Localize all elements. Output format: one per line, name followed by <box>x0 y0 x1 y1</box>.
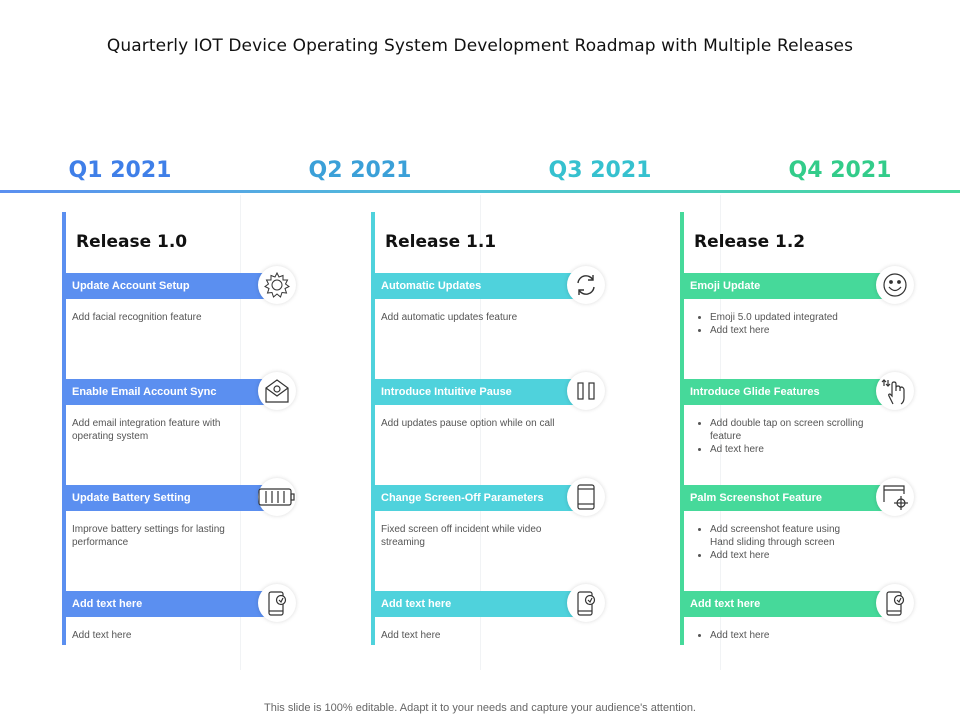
quarter-label-q1: Q1 2021 <box>68 158 172 183</box>
feature-title: Add text here <box>690 598 761 610</box>
feature-description: Fixed screen off incident while video st… <box>381 523 556 549</box>
feature-title: Update Account Setup <box>72 280 190 292</box>
quarter-label-q3: Q3 2021 <box>548 158 652 183</box>
description-bullet: Add screenshot feature using Hand slidin… <box>710 523 865 549</box>
description-bullet: Add double tap on screen scrolling featu… <box>710 417 865 443</box>
description-text: Add updates pause option while on call <box>381 418 555 429</box>
release-title: Release 1.1 <box>385 232 497 252</box>
page-title: Quarterly IOT Device Operating System De… <box>106 36 854 56</box>
quarter-label-q2: Q2 2021 <box>308 158 412 183</box>
feature-title: Add text here <box>381 598 452 610</box>
feature-header-bar: Change Screen-Off Parameters <box>375 485 590 511</box>
description-text: Add email integration feature with opera… <box>72 418 221 442</box>
release-accent-bar <box>371 212 375 645</box>
description-bullet: Add text here <box>710 549 865 562</box>
quarter-label-q4: Q4 2021 <box>788 158 892 183</box>
feature-description: Add email integration feature with opera… <box>72 417 247 443</box>
description-bullet: Add text here <box>710 324 865 337</box>
feature-description: Improve battery settings for lasting per… <box>72 523 247 549</box>
release-accent-bar <box>680 212 684 645</box>
feature-description: Add facial recognition feature <box>72 311 247 324</box>
release-column-3: Release 1.2 Emoji Update Emoji 5.0 update… <box>680 212 930 645</box>
feature-description: Add updates pause option while on call <box>381 417 556 430</box>
feature-header-bar: Add text here <box>684 591 899 617</box>
pause-icon <box>567 372 605 410</box>
feature-title: Emoji Update <box>690 280 761 292</box>
release-column-1: Release 1.0 Update Account Setup Add faci… <box>62 212 312 645</box>
feature-header-bar: Update Account Setup <box>66 273 281 299</box>
feature-description: Add double tap on screen scrolling featu… <box>690 417 865 456</box>
feature-header-bar: Update Battery Setting <box>66 485 281 511</box>
quarter-divider <box>720 195 721 670</box>
description-text: Add text here <box>381 630 441 641</box>
description-bullet: Emoji 5.0 updated integrated <box>710 311 865 324</box>
description-text: Improve battery settings for lasting per… <box>72 524 225 548</box>
release-title: Release 1.0 <box>76 232 188 252</box>
hand-gesture-icon <box>876 372 914 410</box>
footer-note: This slide is 100% editable. Adapt it to… <box>264 702 696 714</box>
feature-description: Add text here <box>381 629 556 642</box>
screenshot-icon <box>876 478 914 516</box>
smiley-icon <box>876 266 914 304</box>
description-bullet: Add text here <box>710 629 865 642</box>
feature-header-bar: Add text here <box>66 591 281 617</box>
phone-icon <box>876 584 914 622</box>
feature-header-bar: Palm Screenshot Feature <box>684 485 899 511</box>
feature-title: Enable Email Account Sync <box>72 386 217 398</box>
feature-description: Add screenshot feature using Hand slidin… <box>690 523 865 562</box>
description-text: Add automatic updates feature <box>381 312 518 323</box>
release-title: Release 1.2 <box>694 232 806 252</box>
description-bullet: Ad text here <box>710 443 865 456</box>
release-accent-bar <box>62 212 66 645</box>
quarter-divider <box>240 195 241 670</box>
feature-header-bar: Introduce Glide Features <box>684 379 899 405</box>
description-text: Fixed screen off incident while video st… <box>381 524 542 548</box>
phone-icon <box>258 584 296 622</box>
feature-description: Add text here <box>72 629 247 642</box>
feature-header-bar: Introduce Intuitive Pause <box>375 379 590 405</box>
feature-header-bar: Enable Email Account Sync <box>66 379 281 405</box>
description-text: Add text here <box>72 630 132 641</box>
phone-icon <box>567 584 605 622</box>
tablet-icon <box>567 478 605 516</box>
feature-title: Change Screen-Off Parameters <box>381 492 544 504</box>
feature-title: Update Battery Setting <box>72 492 191 504</box>
feature-description: Add automatic updates feature <box>381 311 556 324</box>
feature-title: Add text here <box>72 598 143 610</box>
feature-header-bar: Emoji Update <box>684 273 899 299</box>
feature-header-bar: Automatic Updates <box>375 273 590 299</box>
feature-title: Automatic Updates <box>381 280 482 292</box>
quarter-divider <box>480 195 481 670</box>
timeline-bar <box>0 190 960 193</box>
feature-title: Introduce Intuitive Pause <box>381 386 512 398</box>
feature-description: Emoji 5.0 updated integratedAdd text her… <box>690 311 865 337</box>
description-text: Add facial recognition feature <box>72 312 202 323</box>
feature-description: Add text here <box>690 629 865 642</box>
battery-icon <box>258 478 296 516</box>
email-icon <box>258 372 296 410</box>
feature-title: Palm Screenshot Feature <box>690 492 823 504</box>
feature-header-bar: Add text here <box>375 591 590 617</box>
feature-title: Introduce Glide Features <box>690 386 820 398</box>
refresh-icon <box>567 266 605 304</box>
gear-icon <box>258 266 296 304</box>
release-column-2: Release 1.1 Automatic Updates Add automat… <box>371 212 621 645</box>
